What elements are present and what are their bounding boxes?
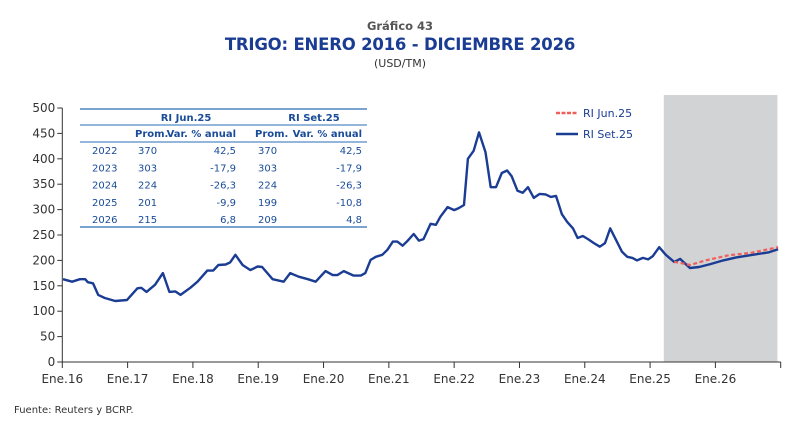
table-column-header: Var. % anual — [293, 129, 362, 140]
table-column-header: Var. % anual — [167, 129, 236, 140]
legend-item-ri-jun25: RI Jun.25 — [556, 107, 632, 120]
table-group-header: RI Set.25 — [288, 113, 339, 124]
table-cell: 370 — [258, 146, 277, 157]
table-cell: 4,8 — [346, 215, 362, 226]
x-tick-label: Ene.20 — [303, 372, 345, 386]
table-row-year: 2025 — [92, 198, 117, 209]
table-cell: 201 — [138, 198, 157, 209]
table-cell: -17,9 — [210, 163, 236, 174]
series-line-ri-set25 — [62, 131, 779, 303]
chart-units: (USD/TM) — [373, 57, 426, 70]
legend-label: RI Set.25 — [583, 128, 633, 141]
table-group-header: RI Jun.25 — [161, 113, 212, 124]
table-cell: -26,3 — [210, 181, 236, 192]
table-row: 2025 201 -9,9 199 -10,8 — [92, 198, 362, 209]
table-cell: 209 — [258, 215, 277, 226]
table-row-year: 2022 — [92, 146, 117, 157]
table-cell: 6,8 — [220, 215, 236, 226]
y-tick-label: 150 — [32, 279, 55, 293]
x-tick-label: Ene.18 — [172, 372, 214, 386]
chart-title: TRIGO: ENERO 2016 - DICIEMBRE 2026 — [224, 35, 576, 54]
table-cell: 224 — [258, 181, 277, 192]
table-row: 2024 224 -26,3 224 -26,3 — [92, 181, 362, 192]
table-row: 2022 370 42,5 370 42,5 — [92, 146, 362, 157]
legend-label: RI Jun.25 — [583, 107, 632, 120]
table-row-year: 2026 — [92, 215, 117, 226]
table-row: 2026 215 6,8 209 4,8 — [92, 215, 362, 226]
forecast-shaded-region — [663, 95, 778, 362]
y-tick-label: 500 — [32, 101, 55, 115]
table-cell: 303 — [258, 163, 277, 174]
table-cell: 42,5 — [340, 146, 362, 157]
x-tick-label: Ene.25 — [629, 372, 671, 386]
table-cell: -9,9 — [216, 198, 236, 209]
table-cell: -10,8 — [336, 198, 362, 209]
x-tick-label: Ene.21 — [368, 372, 410, 386]
y-tick-label: 350 — [32, 177, 55, 191]
source-note: Fuente: Reuters y BCRP. — [14, 405, 134, 416]
table-row-year: 2024 — [92, 181, 117, 192]
legend-item-ri-set25: RI Set.25 — [556, 128, 633, 141]
table-cell: 224 — [138, 181, 157, 192]
table-cell: 42,5 — [214, 146, 236, 157]
x-tick-label: Ene.16 — [41, 372, 83, 386]
y-tick-label: 100 — [32, 304, 55, 318]
series-layer — [62, 131, 779, 303]
y-tick-label: 250 — [32, 228, 55, 242]
x-tick-label: Ene.19 — [237, 372, 279, 386]
y-tick-label: 200 — [32, 253, 55, 267]
legend: RI Jun.25 RI Set.25 — [556, 107, 633, 141]
x-tick-label: Ene.24 — [564, 372, 606, 386]
table-cell: -26,3 — [336, 181, 362, 192]
y-tick-label: 50 — [40, 330, 55, 344]
x-tick-label: Ene.22 — [433, 372, 475, 386]
table-row-year: 2023 — [92, 163, 117, 174]
y-tick-label: 300 — [32, 203, 55, 217]
table-row: 2023 303 -17,9 303 -17,9 — [92, 163, 362, 174]
x-tick-label: Ene.26 — [695, 372, 737, 386]
forecast-region-layer — [663, 95, 778, 362]
axes: 0 50 100 150 200 250 300 350 400 450 500 Ene.16 Ene.… — [32, 101, 782, 386]
table-cell: 303 — [138, 163, 157, 174]
table-column-header: Prom. — [135, 129, 168, 140]
y-tick-label: 400 — [32, 152, 55, 166]
series-line-ri-jun25 — [674, 246, 779, 267]
table-cell: 199 — [258, 198, 277, 209]
table-cell: 370 — [138, 146, 157, 157]
y-tick-label: 0 — [48, 355, 56, 369]
x-tick-label: Ene.23 — [499, 372, 541, 386]
table-cell: -17,9 — [336, 163, 362, 174]
y-tick-label: 450 — [32, 126, 55, 140]
x-tick-label: Ene.17 — [107, 372, 149, 386]
table-column-header: Prom. — [255, 129, 288, 140]
table-cell: 215 — [138, 215, 157, 226]
figure-number: Gráfico 43 — [366, 19, 434, 33]
